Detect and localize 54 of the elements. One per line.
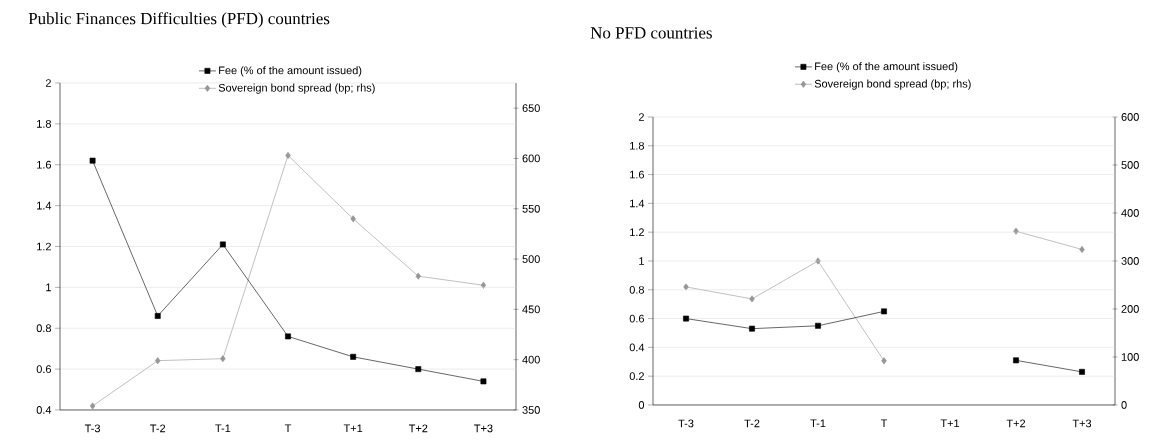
y2-tick-label: 350 [522,406,540,414]
y2-tick-label: 400 [522,355,540,364]
x-tick-label: T-1 [810,419,826,428]
x-tick-label: T-2 [744,419,760,428]
y-tick-label: 0.4 [629,343,645,352]
x-tick-label: T+2 [408,424,428,433]
y-tick-label: 1 [46,283,51,292]
x-tick-label: T-3 [84,424,101,433]
y2-tick-label: 400 [1121,209,1139,217]
y-tick-label: 0.8 [629,285,645,294]
legend-label: Fee (% of the amount issued) [815,62,958,73]
y-tick-label: 0.6 [36,365,52,373]
y2-tick-label: 300 [1121,257,1139,265]
y2-tick-label: 500 [522,255,540,263]
y-tick-label: 2 [638,113,644,121]
x-tick-label: T-2 [150,424,166,433]
chart-title: No PFD countries [590,27,712,39]
y-tick-label: 0.8 [36,324,52,333]
y2-tick-label: 650 [522,104,540,113]
x-tick-label: T+3 [474,424,493,433]
y-tick-label: 1 [639,257,644,265]
y-tick-label: 0.2 [629,372,644,381]
x-tick-label: T [880,419,888,428]
x-tick-label: T [284,424,292,433]
legend-label: Sovereign bond spread (bp; rhs) [218,83,375,94]
y2-tick-label: 500 [1121,161,1139,169]
x-tick-label: T+1 [940,419,960,428]
x-tick-label: T+1 [343,424,363,433]
y-tick-label: 1.8 [630,141,645,150]
legend-label: Fee (% of the amount issued) [219,66,362,77]
x-tick-label: T+2 [1006,419,1026,428]
y2-tick-label: 600 [522,154,540,163]
y2-tick-label: 600 [1121,113,1139,121]
x-tick-label: T+3 [1072,419,1092,428]
y2-tick-label: 100 [1121,353,1139,361]
y2-tick-label: 0 [1121,401,1127,409]
y2-tick-label: 550 [522,204,540,213]
y2-tick-label: 200 [1121,305,1139,313]
y-tick-label: 1.8 [37,119,52,128]
y-tick-label: 0.4 [36,406,52,414]
y-tick-label: 0 [638,401,645,409]
y2-tick-label: 450 [522,305,540,314]
y-tick-label: 1.6 [37,160,52,169]
y-tick-label: 1.4 [630,199,645,208]
chart-title: Public Finances Difficulties (PFD) countries [28,12,330,28]
x-tick-label: T-3 [678,419,694,428]
y-tick-label: 1.2 [630,228,644,237]
y-tick-label: 1.6 [630,170,645,179]
y-tick-label: 0.6 [629,314,645,323]
y-tick-label: 2 [45,79,51,87]
y-tick-label: 1.2 [37,242,51,251]
x-tick-label: T-1 [215,424,231,433]
legend-label: Sovereign bond spread (bp; rhs) [814,79,971,90]
y-tick-label: 1.4 [37,201,52,210]
